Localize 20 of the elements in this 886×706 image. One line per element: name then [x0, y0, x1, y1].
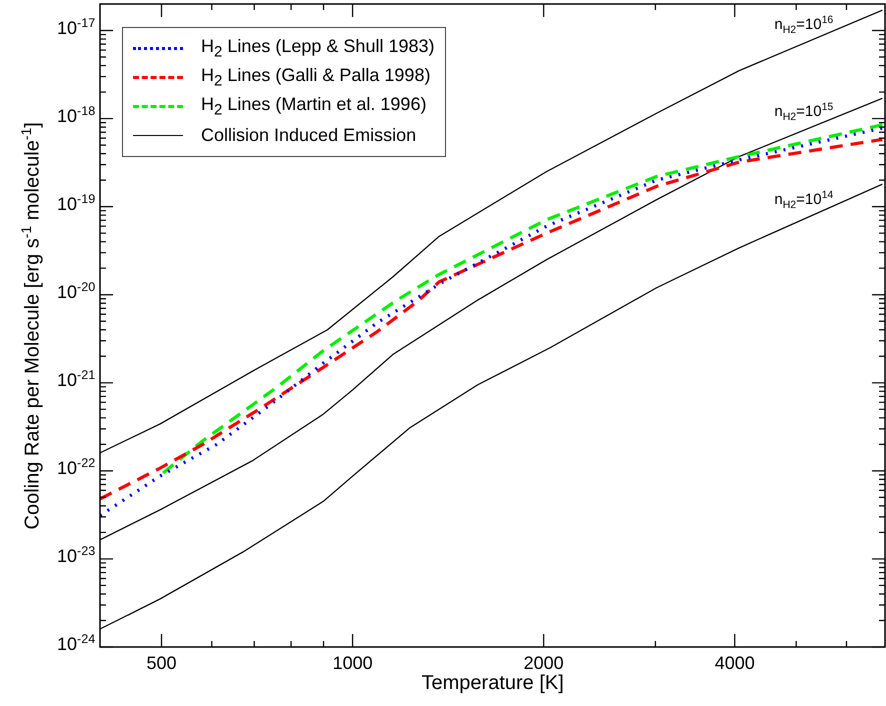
- x-tick-label: 2000: [524, 653, 564, 673]
- legend-label: H$_{2}$ Lines (Lepp & Shull 1983): [201, 36, 434, 61]
- legend-label: H$_{2}$ Lines (Galli & Palla 1998): [201, 65, 430, 90]
- x-tick-label: 4000: [714, 653, 755, 673]
- legend-label: H$_{2}$ Lines (Martin et al. 1996): [201, 94, 426, 119]
- x-tick-label: 500: [146, 653, 177, 673]
- y-tick-label: 10$^{-19}$: [57, 192, 96, 214]
- y-tick-label: 10$^{-23}$: [57, 544, 96, 566]
- y-tick-label: 10$^{-24}$: [57, 632, 96, 654]
- annotation: n$_{H2}$=10$^{16}$: [774, 14, 834, 36]
- y-tick-label: 10$^{-17}$: [57, 16, 96, 38]
- x-tick-label: 1000: [332, 653, 373, 673]
- y-tick-label: 10$^{-22}$: [57, 456, 96, 478]
- x-axis-title: Temperature [K]: [422, 672, 564, 694]
- y-tick-label: 10$^{-20}$: [57, 280, 96, 302]
- y-tick-label: 10$^{-18}$: [57, 104, 96, 126]
- legend-label: Collision Induced Emission: [201, 125, 416, 146]
- y-tick-label: 10$^{-21}$: [57, 368, 96, 390]
- annotation: n$_{H2}$=10$^{14}$: [774, 189, 834, 212]
- annotation: n$_{H2}$=10$^{15}$: [774, 100, 834, 123]
